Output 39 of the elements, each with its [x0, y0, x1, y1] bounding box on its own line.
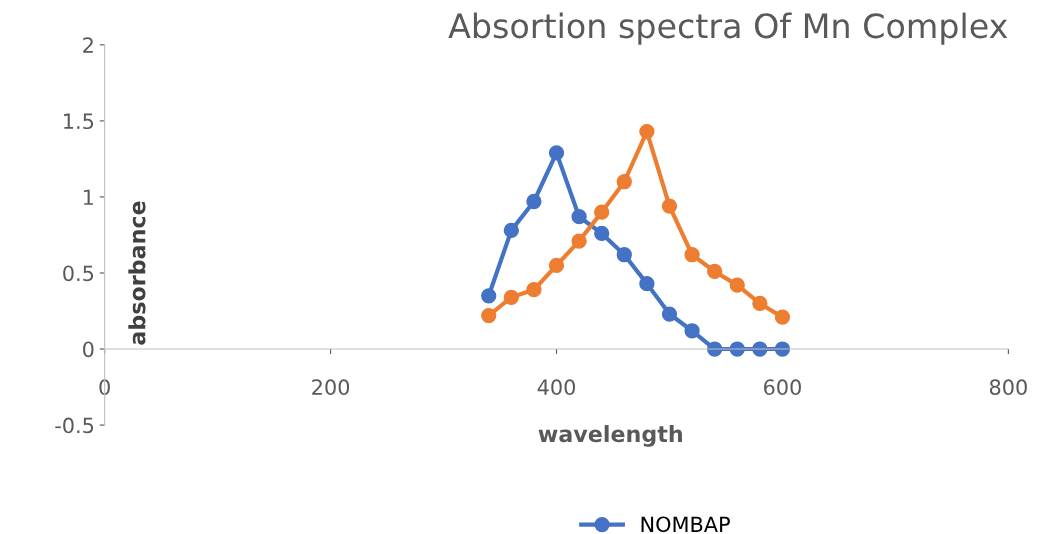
legend-label: NOMBAP [641, 516, 730, 533]
point [684, 323, 700, 339]
point [571, 233, 587, 249]
point [616, 247, 632, 263]
point [707, 263, 723, 280]
y-tick-label: 1 [83, 189, 93, 205]
point [571, 209, 587, 225]
point [661, 198, 678, 214]
point [639, 275, 655, 292]
x-tick-label: 800 [989, 379, 1027, 396]
point [774, 309, 791, 325]
x-tick-label: 400 [537, 379, 576, 396]
point [616, 174, 632, 190]
point [752, 295, 768, 312]
point [548, 145, 565, 161]
point [684, 247, 700, 263]
point [594, 225, 610, 242]
point [661, 306, 678, 322]
point [503, 222, 519, 239]
x-axis-title: wavelength [538, 425, 682, 447]
point [481, 307, 497, 324]
point [503, 289, 519, 305]
x-tick-label: 600 [764, 379, 801, 396]
point [481, 288, 497, 304]
point [729, 277, 745, 293]
point [594, 204, 610, 220]
point [639, 123, 655, 140]
point [548, 257, 565, 274]
chart-title: Absortion spectra Of Mn Complex [448, 12, 1008, 45]
y-tick-label: 1.5 [64, 113, 94, 130]
x-tick-label: 200 [312, 379, 350, 396]
y-tick-label: 0 [83, 341, 94, 358]
point [526, 193, 542, 210]
y-axis-title: absorbance [128, 201, 146, 345]
y-tick-label: 0.5 [63, 265, 94, 282]
point [526, 282, 542, 298]
y-tick-label: 2 [83, 37, 93, 53]
x-tick-label: 0 [99, 379, 110, 396]
y-tick-label: -0.5 [55, 417, 94, 434]
